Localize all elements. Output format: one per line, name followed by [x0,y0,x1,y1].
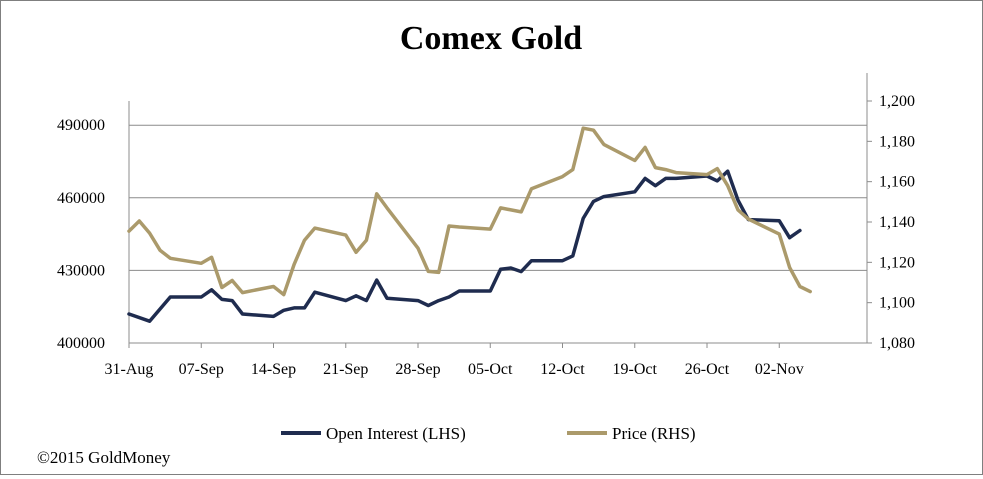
left-tick-label: 430000 [57,262,105,279]
legend-label-open-interest: Open Interest (LHS) [326,424,466,443]
axes: 400000 430000 460000 490000 1,080 1,100 1,120 1… [57,73,915,378]
x-tick-label: 28-Sep [395,361,440,378]
right-tick-label: 1,080 [879,335,915,352]
right-tick-label: 1,140 [879,214,915,231]
x-tick-label: 21-Sep [323,361,368,378]
legend-label-price: Price (RHS) [612,424,696,443]
x-tick-label: 12-Oct [540,361,585,378]
left-tick-label: 490000 [57,117,105,134]
series-lines [127,126,812,323]
gridlines [129,124,867,271]
copyright-notice: ©2015 GoldMoney [37,448,171,467]
right-tick-label: 1,160 [879,174,915,191]
open-interest-line [127,169,802,323]
legend: Open Interest (LHS) Price (RHS) [281,424,696,443]
x-tick-label: 02-Nov [755,361,804,378]
left-tick-label: 400000 [57,335,105,352]
x-tick-label: 05-Oct [468,361,513,378]
x-tick-label: 19-Oct [613,361,658,378]
chart-title: Comex Gold [400,20,582,57]
x-tick-label: 26-Oct [685,361,730,378]
left-tick-label: 460000 [57,190,105,207]
x-tick-label: 31-Aug [105,361,154,378]
right-tick-label: 1,180 [879,133,915,150]
x-tick-label: 07-Sep [179,361,224,378]
right-tick-label: 1,200 [879,93,915,110]
x-tick-label: 14-Sep [251,361,296,378]
price-line [127,126,812,297]
right-tick-label: 1,100 [879,295,915,312]
right-tick-label: 1,120 [879,254,915,271]
